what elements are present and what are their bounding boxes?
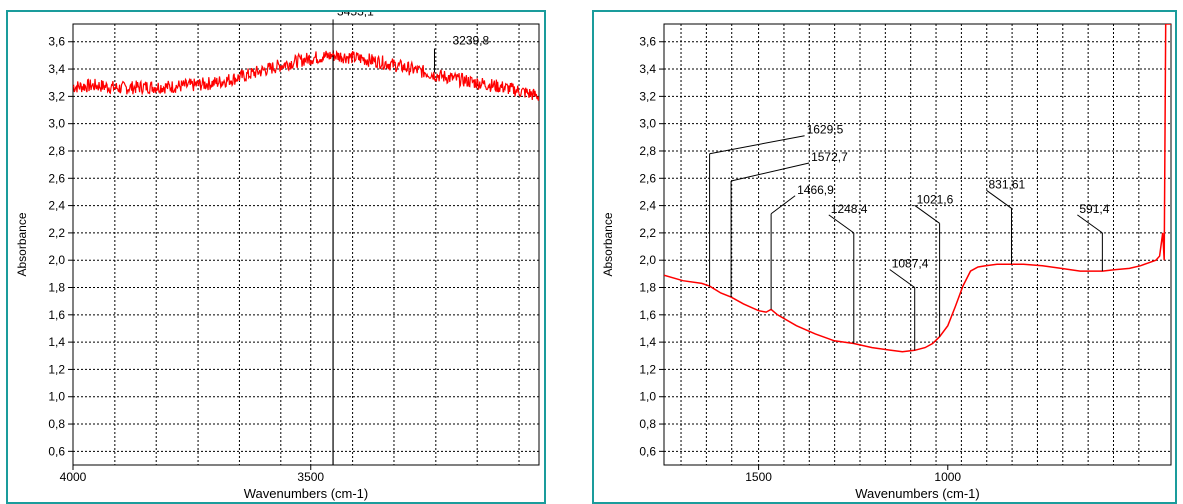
x-tick-label: 1000 — [934, 470, 961, 484]
annotation-leader — [889, 269, 915, 288]
y-tick-label: 2,2 — [48, 226, 65, 240]
y-axis-label: Absorbance — [15, 212, 29, 276]
annotation-label: 1021,6 — [917, 192, 954, 206]
y-tick-label: 3,4 — [48, 62, 65, 76]
y-axis-label: Absorbance — [601, 212, 615, 276]
y-tick-label: 3,4 — [639, 62, 656, 76]
y-tick-label: 1,0 — [639, 390, 656, 404]
spectrum-chart-left: 0,6 0,8 1,0 1,2 1,4 1,6 1,8 2,0 2,2 2,4 2,6 2,8 3,0 3… — [15, 12, 540, 501]
y-tick-label: 2,4 — [48, 199, 65, 213]
y-tick-label: 0,6 — [639, 444, 656, 458]
chart-panel-right: 0,6 0,8 1,0 1,2 1,4 1,6 1,8 2,0 2,2 2,4 2,6 2,8 3,0 3… — [592, 10, 1177, 504]
annotation-label: 3239,8 — [452, 34, 489, 48]
x-tick-label: 4000 — [60, 470, 87, 484]
annotation-leader — [986, 189, 1012, 209]
y-tick-label: 2,0 — [639, 253, 656, 267]
x-tick-label: 3500 — [297, 470, 324, 484]
y-tick-label: 0,8 — [639, 417, 656, 431]
annotation-leader — [914, 204, 940, 224]
y-tick-label: 3,0 — [48, 117, 65, 131]
series-line — [664, 24, 1171, 353]
y-tick-label: 2,8 — [639, 144, 656, 158]
annotation-label: 1629,5 — [807, 123, 844, 137]
y-tick-label: 1,6 — [48, 308, 65, 322]
y-tick-label: 1,8 — [639, 281, 656, 295]
y-tick-label: 3,2 — [48, 89, 65, 103]
y-tick-label: 2,2 — [639, 226, 656, 240]
annotation-label: 3453,1 — [337, 12, 374, 18]
x-axis-label: Wavenumbers (cm-1) — [855, 486, 979, 501]
y-tick-label: 1,4 — [639, 335, 656, 349]
y-tick-label: 1,2 — [48, 362, 65, 376]
y-tick-label: 2,0 — [48, 253, 65, 267]
y-tick-label: 2,6 — [639, 171, 656, 185]
annotation-label: 1466,9 — [797, 183, 834, 197]
x-axis-label: Wavenumbers (cm-1) — [244, 486, 368, 501]
y-tick-label: 2,4 — [639, 199, 656, 213]
y-tick-label: 3,2 — [639, 89, 656, 103]
y-tick-label: 3,0 — [639, 117, 656, 131]
chart-panel-left: 0,6 0,8 1,0 1,2 1,4 1,6 1,8 2,0 2,2 2,4 2,6 2,8 3,0 3… — [6, 10, 546, 504]
y-tick-label: 3,6 — [639, 35, 656, 49]
y-tick-label: 3,6 — [48, 35, 65, 49]
y-tick-label: 1,4 — [48, 335, 65, 349]
spectrum-chart-right: 0,6 0,8 1,0 1,2 1,4 1,6 1,8 2,0 2,2 2,4 2,6 2,8 3,0 3… — [601, 23, 1172, 501]
series-line — [73, 50, 539, 101]
y-tick-label: 0,8 — [48, 417, 65, 431]
y-tick-label: 1,8 — [48, 281, 65, 295]
annotation-label: 591,4 — [1079, 202, 1109, 216]
y-tick-label: 0,6 — [48, 444, 65, 458]
annotation-leader — [828, 214, 855, 234]
x-tick-label: 1500 — [745, 470, 772, 484]
annotation-leader — [1077, 214, 1103, 234]
y-tick-label: 1,6 — [639, 308, 656, 322]
plot-area — [663, 23, 1172, 466]
annotation-leader — [770, 195, 796, 215]
annotation-leader — [730, 162, 810, 182]
annotation-leader — [709, 135, 805, 155]
annotation-label: 1087,4 — [892, 257, 929, 271]
annotation-label: 1572,7 — [811, 150, 848, 164]
annotation-label: 1248,4 — [831, 202, 868, 216]
annotation-label: 831,61 — [988, 177, 1025, 191]
y-tick-label: 1,2 — [639, 362, 656, 376]
y-tick-label: 2,6 — [48, 171, 65, 185]
plot-area — [72, 23, 540, 466]
y-tick-label: 2,8 — [48, 144, 65, 158]
y-tick-label: 1,0 — [48, 390, 65, 404]
